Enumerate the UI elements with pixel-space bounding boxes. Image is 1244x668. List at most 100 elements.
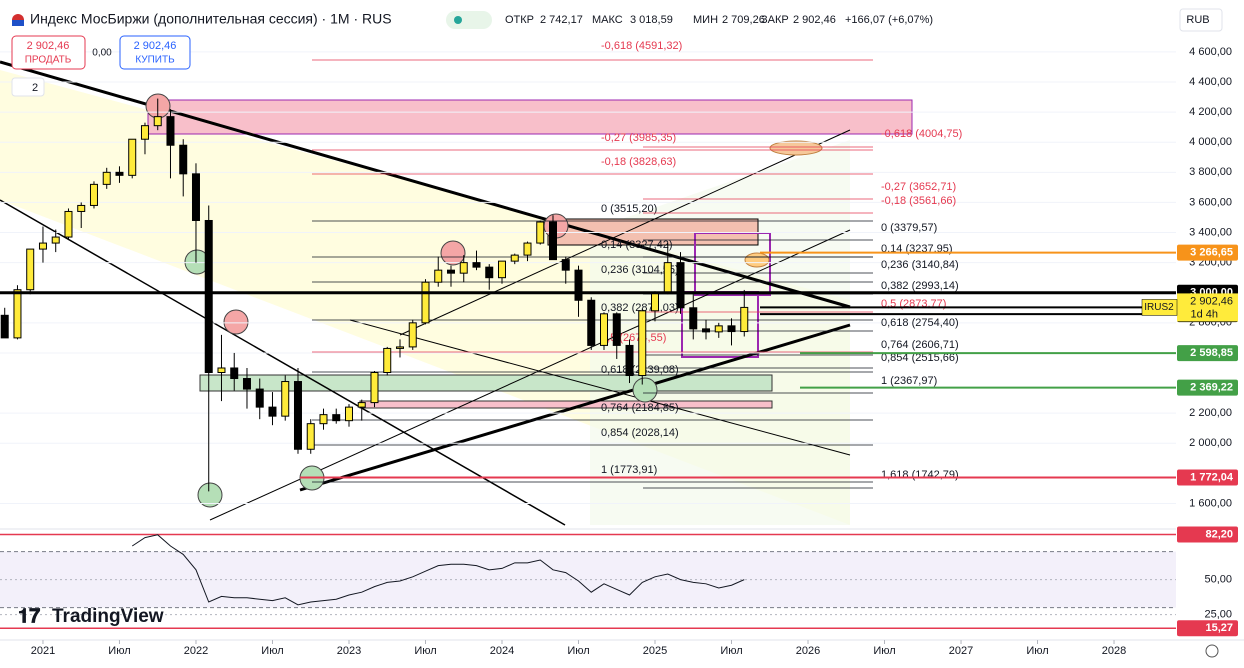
x-tick-label: Июл — [1026, 645, 1048, 657]
candle-body — [702, 328, 711, 333]
candle-body — [548, 221, 557, 261]
candle-body — [281, 381, 290, 417]
ohlc-label: МИН — [693, 14, 718, 26]
indicators-toggle[interactable] — [11, 77, 45, 97]
status-dot — [454, 16, 462, 24]
axes: 1 600,002 000,002 200,002 600,002 800,00… — [31, 46, 1238, 657]
candle-body — [421, 281, 430, 324]
fib-label: -0,27 (3985,35) — [601, 132, 676, 144]
x-tick-label: Июл — [108, 645, 130, 657]
currency-button[interactable] — [1179, 8, 1223, 32]
candle-body — [0, 314, 9, 339]
fib-label: 0,764 (2606,71) — [881, 339, 959, 351]
candle-body — [217, 367, 226, 374]
fib-label: 0,854 (2028,14) — [601, 427, 679, 439]
ohlc-change: +166,07 (+6,07%) — [845, 14, 933, 26]
price-badge-label: 3 266,65 — [1190, 247, 1233, 259]
candle-body — [446, 269, 455, 274]
candle-body — [64, 210, 73, 238]
y-tick-label: 4 600,00 — [1189, 46, 1232, 58]
y-tick-label: 1 600,00 — [1189, 497, 1232, 509]
candle-body — [561, 259, 570, 271]
y-tick-label: 3 800,00 — [1189, 166, 1232, 178]
symbol-title: Индекс МосБиржи (дополнительная сессия) … — [30, 11, 392, 27]
fib-label: 0,764 (2184,85) — [601, 402, 679, 414]
buy-price[interactable]: 2 902,46 — [134, 40, 177, 52]
ohlc-value: 2 742,17 — [540, 14, 583, 26]
rsi-badge-label: 15,27 — [1205, 622, 1233, 634]
rsi-badge-label: 82,20 — [1205, 528, 1233, 540]
candle-body — [497, 260, 506, 279]
fib-label: 1 (1773,91) — [601, 464, 657, 476]
fib-label: -0,618 (4004,75) — [881, 128, 962, 140]
marker — [440, 240, 466, 266]
candle-body — [319, 414, 328, 425]
candle-body — [357, 402, 366, 408]
candle-body — [26, 248, 35, 291]
candle-body — [408, 322, 417, 348]
sell-price[interactable]: 2 902,46 — [27, 40, 70, 52]
resistance-zone — [147, 99, 913, 135]
buy-button[interactable] — [119, 35, 191, 70]
candle-body — [38, 242, 47, 250]
fib-label: -0,18 (3828,63) — [601, 156, 676, 168]
x-tick-label: 2026 — [796, 645, 820, 657]
candle-body — [510, 254, 519, 262]
x-tick-label: Июл — [873, 645, 895, 657]
candle-body — [714, 325, 723, 333]
y-tick-label: 4 000,00 — [1189, 136, 1232, 148]
fib-label: 1 (2367,97) — [881, 375, 937, 387]
candle-body — [740, 306, 749, 333]
candle-body — [179, 144, 188, 175]
marker — [197, 482, 223, 508]
fib-label: -0,618 (4591,32) — [601, 40, 682, 52]
fib-label: 0,382 (2871,03) — [601, 302, 679, 314]
x-tick-label: 2024 — [490, 645, 514, 657]
candle-body — [242, 378, 251, 390]
spread: 0,00 — [92, 48, 112, 59]
ohlc-label: МАКС — [592, 14, 623, 26]
candle-body — [587, 299, 596, 346]
candle-body — [459, 262, 468, 274]
buy-label[interactable]: КУПИТЬ — [135, 55, 175, 66]
sell-label[interactable]: ПРОДАТЬ — [25, 55, 72, 66]
y-tick-label: 2 000,00 — [1189, 437, 1232, 449]
x-tick-label: Июл — [261, 645, 283, 657]
candle-body — [663, 262, 672, 294]
y-tick-label: 4 400,00 — [1189, 76, 1232, 88]
marker — [744, 252, 770, 268]
marker — [223, 309, 249, 335]
fib-label: 0,854 (2515,66) — [881, 352, 959, 364]
rsi-tick-label: 25,00 — [1204, 609, 1232, 621]
candle-body — [51, 236, 60, 244]
candle-body — [485, 266, 494, 279]
symbol-tag — [1141, 299, 1178, 316]
symbol-tag-label: IRUS2 — [1144, 302, 1174, 313]
rsi-badge — [1177, 526, 1238, 543]
indicators-count[interactable]: 2 — [32, 82, 38, 94]
candle-body — [102, 171, 111, 185]
brand-name: TradingView — [52, 606, 164, 627]
marker — [632, 377, 658, 403]
y-tick-label: 4 200,00 — [1189, 106, 1232, 118]
y-tick-label: 3 400,00 — [1189, 226, 1232, 238]
settings-icon[interactable] — [1205, 644, 1219, 658]
marker — [769, 140, 823, 156]
sell-button[interactable] — [11, 35, 86, 70]
price-badge — [1177, 345, 1238, 362]
currency[interactable]: RUB — [1186, 14, 1209, 26]
rsi-tick-label: 50,00 — [1204, 574, 1232, 586]
plot: -0,618 (4591,32) -0,27 (3985,35) -0,18 (38… — [0, 40, 1244, 629]
price-badge-label: 2 369,22 — [1190, 382, 1233, 394]
candle-body — [344, 406, 353, 422]
candle-body — [612, 313, 621, 346]
candle-body — [255, 388, 264, 408]
fib-label: 1,618 (1742,79) — [881, 469, 959, 481]
ohlc-value: 2 709,26 — [722, 14, 765, 26]
candle-body — [89, 183, 98, 206]
x-tick-label: Июл — [567, 645, 589, 657]
toolbar: Индекс МосБиржи (дополнительная сессия) … — [11, 8, 1223, 658]
candle-body — [600, 313, 609, 346]
rsi-line — [131, 534, 745, 606]
